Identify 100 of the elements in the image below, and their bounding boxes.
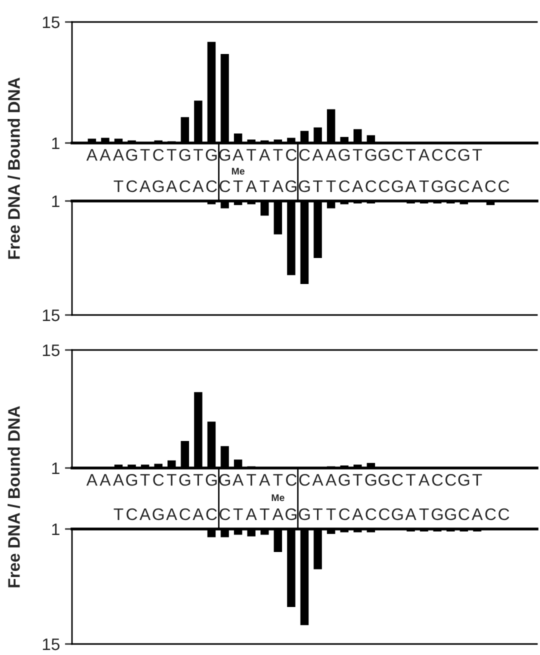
x-tick-label: C [339,508,350,520]
x-tick-label: C [206,508,217,520]
x-tick-label: C [392,474,403,486]
x-tick-label: C [126,180,138,192]
x-tick-label: A [166,508,178,520]
x-tick-label: T [194,149,203,161]
y-tick-label: 1 [52,462,60,474]
x-tick-label: T [313,508,322,520]
x-tick-label: T [166,149,176,161]
x-tick-label: T [472,474,482,486]
x-tick-label: C [286,148,297,161]
x-tick-label: G [206,148,217,161]
x-tick-label: A [326,149,337,161]
x-tick-label: C [153,148,164,161]
x-tick-label: A [232,474,244,486]
x-tick-label: A [259,149,270,161]
x-tick-label: C [180,508,190,520]
x-tick-label: T [114,180,124,192]
x-tick-label: C [445,148,456,161]
y-tick-label: 15 [42,638,60,650]
x-tick-label: C [392,148,403,161]
x-tick-label: A [352,180,364,192]
x-tick-label: G [298,508,310,520]
x-tick-label: G [286,180,296,192]
x-tick-label: T [406,149,416,161]
x-tick-label: C [126,508,138,520]
x-tick-label: A [192,180,204,192]
x-tick-label: A [86,474,98,486]
x-tick-label: A [418,474,430,486]
x-tick-label: A [472,180,483,192]
y-tick-label: 15 [42,16,60,28]
y-axis-title: Free DNA / Bound DNA [8,78,20,259]
x-tick-label: G [286,508,296,520]
x-tick-label: G [458,474,470,486]
x-tick-label: A [140,180,151,192]
x-tick-label: T [246,149,256,161]
x-tick-label: T [166,474,176,486]
x-tick-label: A [272,508,284,520]
x-tick-label: A [100,149,111,161]
x-tick-label: G [338,474,350,486]
x-tick-label: T [233,508,243,520]
x-tick-label: A [272,180,284,192]
x-tick-label: T [140,474,150,486]
x-tick-label: G [338,148,350,161]
x-tick-label: C [153,474,164,486]
x-tick-label: A [232,149,244,161]
x-tick-label: G [126,148,138,161]
x-tick-label: A [352,508,364,520]
x-tick-label: A [86,149,98,161]
x-tick-label: C [498,180,510,192]
x-tick-label: A [405,508,416,520]
x-tick-label: G [152,180,164,192]
x-tick-label: G [445,180,456,192]
x-tick-label: C [299,474,310,486]
x-tick-label: C [458,508,470,520]
x-tick-label: A [312,474,324,486]
x-tick-label: T [419,180,429,192]
x-tick-label: T [246,474,256,486]
text: Me [272,494,284,502]
x-tick-label: A [140,508,151,520]
x-tick-label: T [194,474,203,486]
x-tick-label: C [498,508,510,520]
x-tick-label: C [339,180,350,192]
x-tick-label: C [299,148,310,161]
x-tick-label: T [352,474,362,486]
x-tick-label: G [432,508,443,520]
x-tick-label: A [405,180,416,192]
x-tick-label: T [326,180,336,192]
x-tick-label: C [366,180,376,192]
x-tick-label: A [112,149,124,161]
x-tick-label: C [180,180,190,192]
x-tick-label: G [365,148,376,161]
x-tick-label: T [140,149,150,161]
x-tick-label: C [379,508,390,520]
x-tick-label: C [220,180,230,192]
x-tick-label: C [458,180,470,192]
x-tick-label: T [260,180,270,192]
x-tick-label: G [378,474,390,486]
x-tick-label: G [432,180,443,192]
x-tick-label: G [378,148,390,161]
x-tick-label: G [392,180,403,192]
x-tick-label: G [392,508,403,520]
x-tick-label: T [326,508,336,520]
x-tick-label: G [126,474,138,486]
x-tick-label: T [273,474,283,486]
x-tick-label: T [233,180,243,192]
x-tick-label: G [365,474,376,486]
x-tick-label: G [152,508,164,520]
y-axis-title: Free DNA / Bound DNA [8,406,20,588]
x-tick-label: A [259,474,270,486]
x-tick-label: T [472,149,482,161]
x-tick-label: C [432,148,443,161]
x-tick-label: G [206,474,217,486]
x-tick-label: G [219,148,230,161]
x-tick-label: C [445,474,456,486]
text: Me [232,168,244,175]
x-tick-label: A [192,508,204,520]
x-tick-label: T [419,508,429,520]
x-tick-label: T [273,149,283,161]
x-tick-label: T [313,180,322,192]
